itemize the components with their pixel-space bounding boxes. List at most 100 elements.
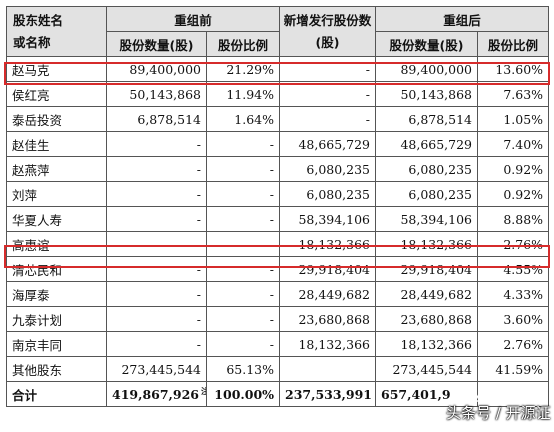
table-row: 刘萍 - -6,080,235 6,080,235 0.92% bbox=[6, 181, 550, 207]
cell-shares-after: 28,449,682 bbox=[375, 281, 479, 307]
cell-shares-after: 18,132,366 bbox=[375, 331, 479, 357]
cell-name: 侯红亮 bbox=[6, 81, 107, 107]
cell-shares-before: - bbox=[106, 131, 207, 157]
header-before-group: 重组前 bbox=[105, 6, 281, 32]
table-row: 其他股东 273,445,544 65.13% 273,445,544 41.59% bbox=[6, 356, 550, 382]
cell-new-issue bbox=[279, 356, 377, 382]
cell-shares-before: 273,445,544 bbox=[106, 356, 207, 382]
cell-shares-before: - bbox=[106, 281, 207, 307]
table-row: 侯红亮 50,143,868 11.94% -50,143,868 7.63% bbox=[6, 81, 550, 107]
cell-ratio-after: 8.88% bbox=[477, 206, 550, 232]
header-after-group: 重组后 bbox=[375, 6, 550, 32]
total-shares-after: 657,401,9 bbox=[375, 381, 479, 407]
cell-shares-after: 50,143,868 bbox=[375, 81, 479, 107]
table-row: 南京丰同 - -18,132,366 18,132,366 2.76% bbox=[6, 331, 550, 357]
cell-name: 赵马克 bbox=[6, 56, 107, 82]
table-row: 赵马克 89,400,000 21.29% -89,400,000 13.60% bbox=[6, 56, 550, 82]
cell-name: 刘萍 bbox=[6, 181, 107, 207]
cell-new-issue: 18,132,366 bbox=[279, 331, 377, 357]
cell-new-issue: 29,918,404 bbox=[279, 256, 377, 282]
header-ratio-after: 股份比例 bbox=[477, 31, 550, 57]
cell-ratio-before: - bbox=[205, 131, 281, 157]
cell-ratio-after: 0.92% bbox=[477, 181, 550, 207]
cell-shares-after: 48,665,729 bbox=[375, 131, 479, 157]
cell-ratio-after: 7.63% bbox=[477, 81, 550, 107]
cell-ratio-before: 11.94% bbox=[205, 81, 281, 107]
cell-name: 清芯民和 bbox=[6, 256, 107, 282]
table-row: 赵燕萍 - -6,080,235 6,080,235 0.92% bbox=[6, 156, 550, 182]
cell-ratio-before: - bbox=[205, 256, 281, 282]
cell-name: 九泰计划 bbox=[6, 306, 107, 332]
cell-shares-before: - bbox=[106, 331, 207, 357]
cell-new-issue: 6,080,235 bbox=[279, 156, 377, 182]
cell-ratio-after: 2.76% bbox=[477, 331, 550, 357]
cell-name: 其他股东 bbox=[6, 356, 107, 382]
cell-shares-before: - bbox=[106, 231, 207, 257]
table-row: 华夏人寿 - -58,394,106 58,394,106 8.88% bbox=[6, 206, 550, 232]
cell-new-issue: - bbox=[279, 56, 377, 82]
cell-ratio-before: - bbox=[205, 156, 281, 182]
cell-shares-after: 6,878,514 bbox=[375, 106, 479, 132]
cell-shares-after: 89,400,000 bbox=[375, 56, 479, 82]
cell-new-issue: 58,394,106 bbox=[279, 206, 377, 232]
cell-shares-before: 89,400,000 bbox=[106, 56, 207, 82]
total-label: 合计 bbox=[6, 381, 107, 407]
header-shares-after: 股份数量(股) bbox=[375, 31, 479, 57]
cell-name: 泰岳投资 bbox=[6, 106, 107, 132]
cell-shares-before: - bbox=[106, 256, 207, 282]
cell-shares-after: 23,680,868 bbox=[375, 306, 479, 332]
cell-ratio-before: 21.29% bbox=[205, 56, 281, 82]
cell-name: 赵佳生 bbox=[6, 131, 107, 157]
cell-shares-after: 18,132,366 bbox=[375, 231, 479, 257]
header-ratio-before: 股份比例 bbox=[205, 31, 281, 57]
cell-shares-before: - bbox=[106, 206, 207, 232]
cell-ratio-before: 65.13% bbox=[205, 356, 281, 382]
total-row: 合计 419,867,926注 100.00% 237,533,991 657,… bbox=[6, 381, 550, 407]
cell-new-issue: 6,080,235 bbox=[279, 181, 377, 207]
header-shares-before: 股份数量(股) bbox=[106, 31, 207, 57]
cell-new-issue: - bbox=[279, 81, 377, 107]
total-ratio-before: 100.00% bbox=[205, 381, 281, 407]
cell-shares-after: 29,918,404 bbox=[375, 256, 479, 282]
note-mark: 注 bbox=[201, 386, 206, 396]
cell-ratio-after: 7.40% bbox=[477, 131, 550, 157]
shareholder-table: 股东姓名 或名称 重组前 新增发行股份数(股) 重组后 股份数量(股) 股份比例… bbox=[6, 6, 550, 407]
cell-shares-after: 273,445,544 bbox=[375, 356, 479, 382]
table-row: 清芯民和 - -29,918,404 29,918,404 4.55% bbox=[6, 256, 550, 282]
cell-name: 南京丰同 bbox=[6, 331, 107, 357]
cell-ratio-before: - bbox=[205, 331, 281, 357]
cell-new-issue: - bbox=[279, 106, 377, 132]
cell-shares-before: - bbox=[106, 306, 207, 332]
cell-shares-after: 6,080,235 bbox=[375, 156, 479, 182]
cell-shares-before: 50,143,868 bbox=[106, 81, 207, 107]
header-name-col: 股东姓名 或名称 bbox=[6, 6, 107, 57]
table-row: 赵佳生 - -48,665,729 48,665,729 7.40% bbox=[6, 131, 550, 157]
cell-shares-before: 6,878,514 bbox=[106, 106, 207, 132]
cell-ratio-before: - bbox=[205, 181, 281, 207]
cell-ratio-after: 3.60% bbox=[477, 306, 550, 332]
cell-ratio-before: - bbox=[205, 231, 281, 257]
cell-new-issue: 18,132,366 bbox=[279, 231, 377, 257]
cell-ratio-before: 1.64% bbox=[205, 106, 281, 132]
cell-shares-before: - bbox=[106, 181, 207, 207]
cell-shares-before: - bbox=[106, 156, 207, 182]
watermark: 头条号 / 开源证 bbox=[446, 404, 551, 422]
watermark-logo-icon bbox=[474, 390, 488, 402]
cell-ratio-after: 2.76% bbox=[477, 231, 550, 257]
cell-new-issue: 23,680,868 bbox=[279, 306, 377, 332]
cell-ratio-after: 4.33% bbox=[477, 281, 550, 307]
total-shares-before-value: 419,867,926 bbox=[112, 387, 199, 403]
header-row-sub: 股份数量(股) 股份比例 股份数量(股) 股份比例 bbox=[7, 31, 550, 57]
cell-name: 海厚泰 bbox=[6, 281, 107, 307]
cell-ratio-after: 4.55% bbox=[477, 256, 550, 282]
total-new-issue: 237,533,991 bbox=[279, 381, 377, 407]
cell-new-issue: 48,665,729 bbox=[279, 131, 377, 157]
cell-new-issue: 28,449,682 bbox=[279, 281, 377, 307]
total-ratio-after bbox=[477, 381, 550, 407]
table-row: 高惠谊 - -18,132,366 18,132,366 2.76% bbox=[6, 231, 550, 257]
table-row: 泰岳投资 6,878,514 1.64% -6,878,514 1.05% bbox=[6, 106, 550, 132]
cell-name: 赵燕萍 bbox=[6, 156, 107, 182]
table-row: 海厚泰 - -28,449,682 28,449,682 4.33% bbox=[6, 281, 550, 307]
cell-shares-after: 6,080,235 bbox=[375, 181, 479, 207]
total-shares-before: 419,867,926注 bbox=[106, 381, 207, 407]
